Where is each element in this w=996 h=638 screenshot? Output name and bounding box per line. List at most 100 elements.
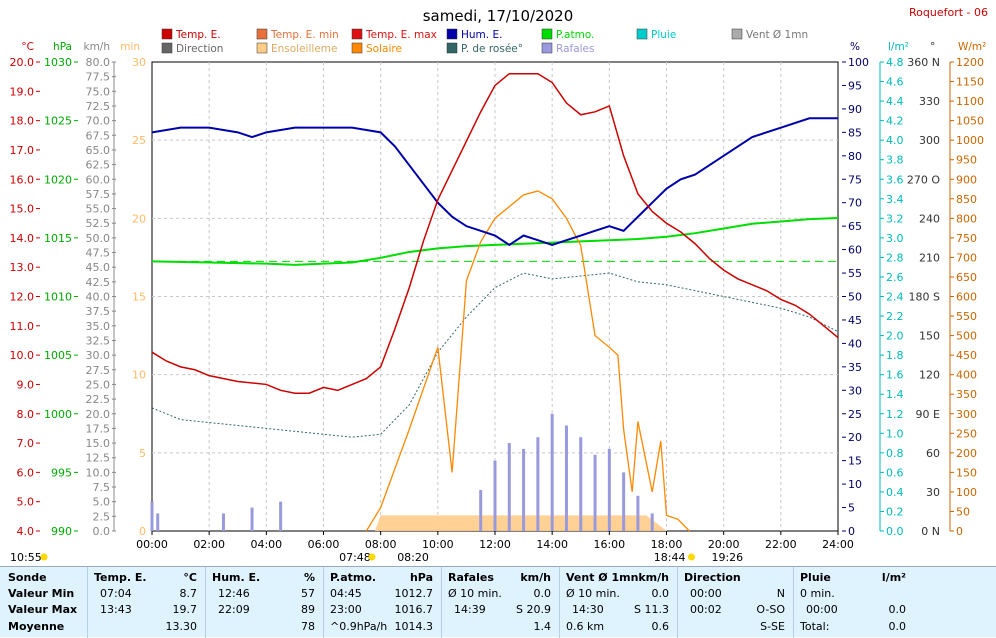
solar-axis-tick-label: 100 [956,486,977,499]
wind-axis-tick-label: 40.0 [86,291,111,304]
wind-axis-tick-label: 45.0 [86,261,111,274]
wind-axis-tick-label: 72.5 [86,100,111,113]
gust-bar [279,501,283,531]
hum-axis-tick-label: 35 [848,361,862,374]
gust-bar [636,495,640,531]
stats-time: 23:00 [330,603,362,616]
x-tick-label: 22:00 [765,538,797,551]
stats-time: 14:39 [454,603,486,616]
temp-axis-tick-label: 16.0 [10,173,35,186]
dir-axis-tick-label: 270 O [907,173,940,186]
hum-axis-tick-label: 10 [848,478,862,491]
dir-axis-tick-label: 180 S [909,291,940,304]
rain-axis-tick-label: 4.2 [886,115,904,128]
wind-axis-tick-label: 37.5 [86,305,111,318]
legend-label: Temp. E. [175,29,221,41]
wind-axis-tick-label: 27.5 [86,364,111,377]
hum-axis-tick-label: 25 [848,408,862,421]
wind-axis-tick-label: 55.0 [86,203,111,216]
wind-axis-tick-label: 17.5 [86,422,111,435]
press-axis-tick-label: 1010 [44,291,72,304]
stats-header: Rafales [448,571,494,584]
gust-bar [622,472,626,531]
solar-axis-tick-label: 600 [956,291,977,304]
temp-axis-unit: °C [21,41,34,53]
stats-time: 00:02 [690,603,722,616]
press-axis-tick-label: 1005 [44,349,72,362]
legend-swatch [636,28,648,40]
wind-axis-tick-label: 0.0 [93,525,111,538]
legend-label: P. de rosée° [461,43,523,55]
rain-axis-tick-label: 2.4 [886,291,904,304]
hum-axis-tick-label: 70 [848,197,862,210]
legend-swatch [351,28,363,40]
x-tick-label: 02:00 [193,538,225,551]
wind-axis-tick-label: 65.0 [86,144,111,157]
solar-axis-tick-label: 900 [956,173,977,186]
dir-axis-tick-label: 120 [919,369,940,382]
stats-col-press: P.atmo. hPa 04:45 1012.7 23:00 1016.7 ^0.9h… [324,567,442,638]
stats-col-wind: Vent Ø 1mn km/h Ø 10 min. 0.0 14:30 S 11.3 … [560,567,678,638]
solar-line [365,190,690,532]
legend-swatch [446,42,458,54]
gust-bar [593,454,597,531]
press-axis-tick-label: 1015 [44,232,72,245]
rain-axis-tick-label: 1.2 [886,408,904,421]
wind-axis-tick-label: 80.0 [86,56,111,69]
sunrise-icon [368,553,376,561]
stats-time: 04:45 [330,587,362,600]
rain-axis-tick-label: 2.8 [886,251,904,264]
grid [151,61,839,532]
stats-header: Direction [684,571,741,584]
x-tick-label: 14:00 [536,538,568,551]
dir-axis-tick-label: 150 [919,330,940,343]
temp-axis-tick-label: 12.0 [10,291,35,304]
legend-swatch [161,28,173,40]
stats-time: ^0.9hPa/h [330,620,388,633]
wind-axis-tick-label: 25.0 [86,378,111,391]
temp-axis-tick-label: 17.0 [10,144,35,157]
rain-axis-tick-label: 0.0 [886,525,904,538]
stats-col-labels: Sonde Valeur Min Valeur Max Moyenne [0,567,88,638]
stats-header: Sonde [8,571,47,584]
row-label-max: Valeur Max [8,603,78,616]
solar-axis-tick-label: 200 [956,447,977,460]
solar-axis-tick-label: 750 [956,232,977,245]
hum-axis-tick-label: 60 [848,244,862,257]
temp-axis-tick-label: 5.0 [17,496,35,509]
wind-axis-tick-label: 22.5 [86,393,111,406]
stats-time: 0.6 km [566,620,605,633]
solar-axis-tick-label: 950 [956,154,977,167]
rain-axis-tick-label: 2.6 [886,271,904,284]
stats-header: Hum. E. [212,571,261,584]
press-axis-unit: hPa [53,41,72,53]
solar-axis-tick-label: 150 [956,466,977,479]
dir-axis-tick-label: 30 [926,486,940,499]
gust-bar [221,513,225,531]
rain-axis-tick-label: 1.6 [886,369,904,382]
rain-axis-tick-label: 3.8 [886,154,904,167]
solar-axis-tick-label: 450 [956,349,977,362]
solar-axis-tick-label: 250 [956,427,977,440]
temperature-line [151,72,839,394]
solar-axis-tick-label: 1150 [956,76,984,89]
sunmin-axis-tick-label: 20 [132,212,146,225]
pressure-line [151,216,839,266]
rain-axis-unit: l/m² [888,41,909,53]
legend-swatch [446,28,458,40]
stats-time: 07:04 [100,587,132,600]
hum-axis-tick-label: 75 [848,173,862,186]
temp-axis-tick-label: 19.0 [10,85,35,98]
wind-axis-tick-label: 60.0 [86,173,111,186]
solar-axis-tick-label: 550 [956,310,977,323]
sunmin-axis-tick-label: 10 [132,369,146,382]
stats-col-hum: Hum. E.% 12:46 57 22:09 89 78 [206,567,324,638]
solar-axis-tick-label: 500 [956,330,977,343]
stats-value: 0.6 [651,620,670,633]
press-axis-tick-label: 1030 [44,56,72,69]
legend-swatch [256,28,268,40]
wind-axis-tick-label: 57.5 [86,188,111,201]
temp-axis-tick-label: 11.0 [10,320,35,333]
stats-unit: km/h [520,571,551,584]
